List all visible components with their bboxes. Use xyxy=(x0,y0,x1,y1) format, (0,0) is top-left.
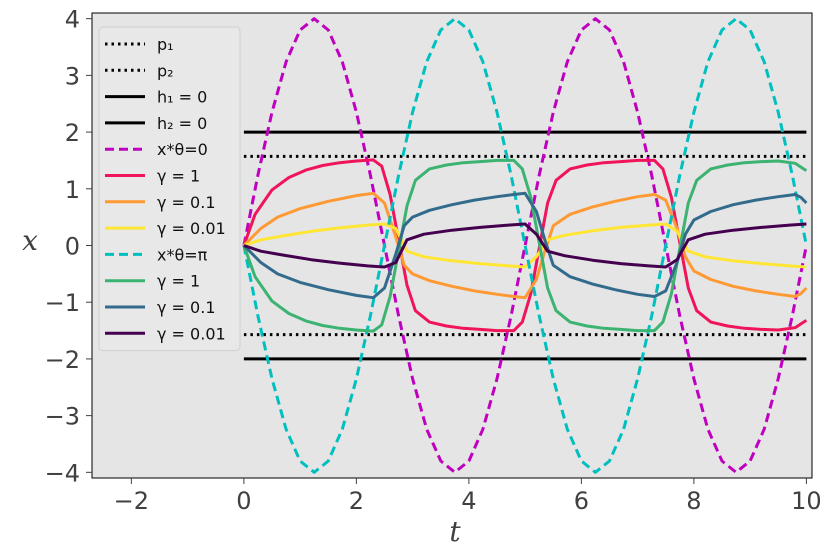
series-line-7 xyxy=(243,222,807,269)
y-tick-label-4: 0 xyxy=(65,233,80,261)
series-line-10 xyxy=(242,191,808,300)
y-tick-label-8: 4 xyxy=(65,6,80,34)
y-tick-label-6: 2 xyxy=(65,119,80,147)
x-tick-label-1: 0 xyxy=(236,487,251,515)
y-axis-label: x xyxy=(22,224,38,257)
legend: p₁ p₂ h₁ = 0 h₂ = 0 x*θ=0 γ = 1 γ = 0.1 γ = 0.0… xyxy=(98,26,241,352)
ticks-layer: −2 0 2 4 6 8 10 −4 −3 −2 −1 0 1 2 3 4 xyxy=(45,6,822,515)
x-tick-label-4: 6 xyxy=(574,487,589,515)
legend-label-2: h₁ = 0 xyxy=(157,88,207,107)
y-tick-label-5: 1 xyxy=(65,176,80,204)
x-tick-label-0: −2 xyxy=(114,487,149,515)
legend-label-11: γ = 0.01 xyxy=(157,324,226,343)
series-line-9 xyxy=(242,158,808,333)
x-tick-label-3: 4 xyxy=(461,487,476,515)
series-line-5 xyxy=(242,158,808,333)
y-tick-label-2: −2 xyxy=(45,346,80,374)
series-line-11 xyxy=(243,222,807,269)
legend-label-5: γ = 1 xyxy=(157,167,200,186)
y-tick-label-3: −1 xyxy=(45,289,80,317)
series-line-8 xyxy=(242,17,808,474)
y-tick-label-7: 3 xyxy=(65,62,80,90)
x-axis-label: t xyxy=(449,515,461,548)
x-tick-label-5: 8 xyxy=(686,487,701,515)
y-tick-label-1: −3 xyxy=(45,403,80,431)
legend-label-7: γ = 0.01 xyxy=(157,219,226,238)
legend-label-4: x*θ=0 xyxy=(157,140,208,159)
legend-label-0: p₁ xyxy=(157,35,174,54)
legend-label-6: γ = 0.1 xyxy=(157,193,216,212)
legend-label-8: x*θ=π xyxy=(157,245,208,264)
legend-label-9: γ = 1 xyxy=(157,272,200,291)
legend-box xyxy=(98,26,241,352)
legend-label-3: h₂ = 0 xyxy=(157,114,207,133)
series-line-6 xyxy=(242,191,808,300)
x-tick-label-6: 10 xyxy=(791,487,822,515)
legend-label-1: p₂ xyxy=(157,61,174,80)
x-tick-label-2: 2 xyxy=(349,487,364,515)
series-line-4 xyxy=(242,17,808,474)
series-layer xyxy=(242,17,808,474)
y-tick-label-0: −4 xyxy=(45,459,80,487)
legend-label-10: γ = 0.1 xyxy=(157,298,216,317)
